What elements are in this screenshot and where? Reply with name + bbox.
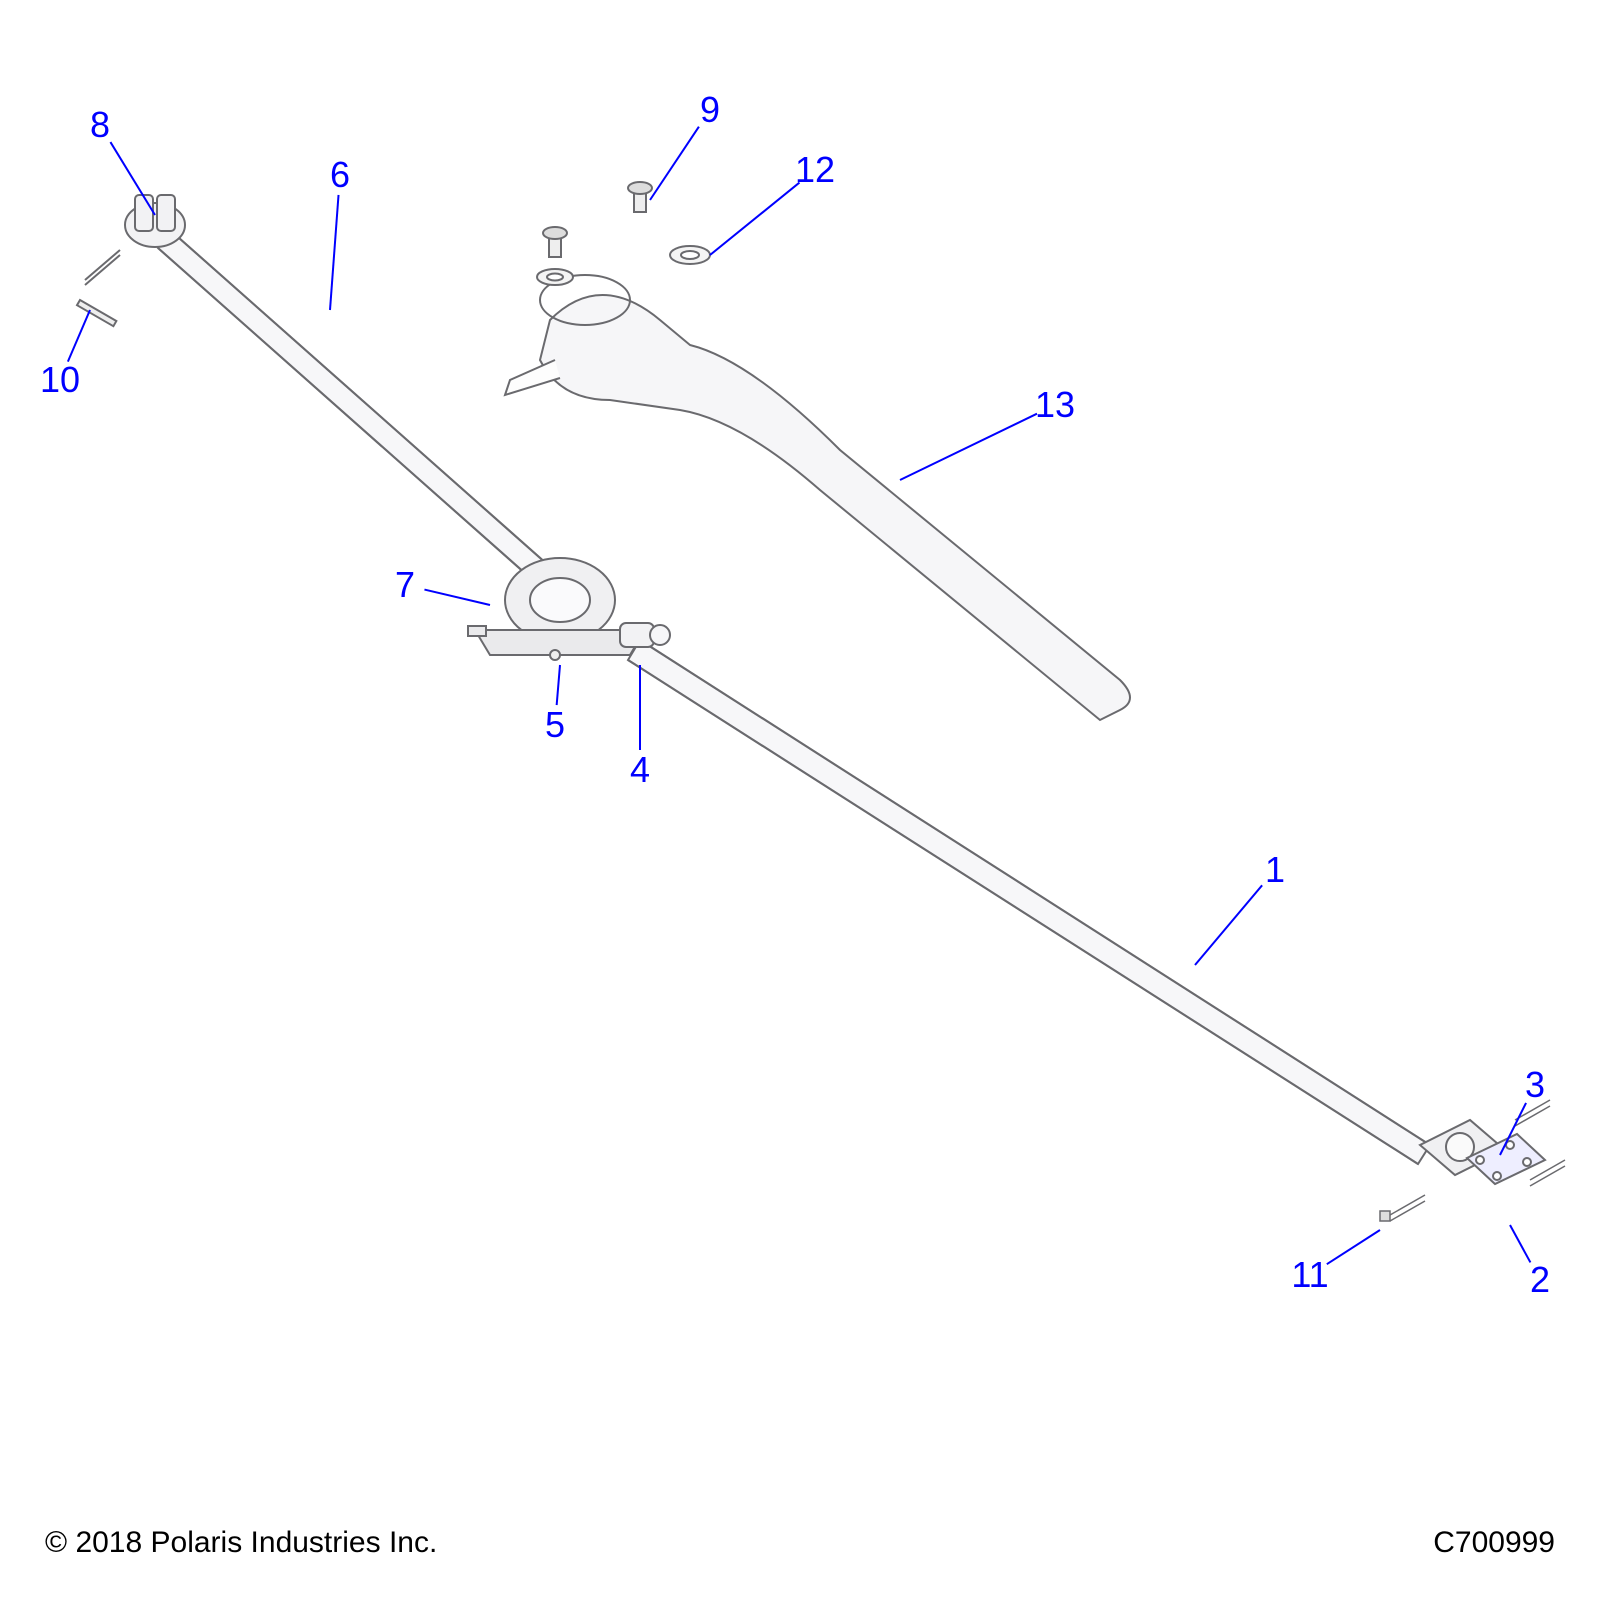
callout-8: 8: [90, 104, 110, 146]
callout-1: 1: [1265, 849, 1285, 891]
callout-6: 6: [330, 154, 350, 196]
copyright-text: © 2018 Polaris Industries Inc.: [45, 1526, 437, 1560]
callout-7: 7: [395, 564, 415, 606]
drawing-code: C700999: [1433, 1526, 1555, 1560]
callout-10: 10: [40, 359, 80, 401]
callout-9: 9: [700, 89, 720, 131]
callout-5: 5: [545, 704, 565, 746]
callout-3: 3: [1525, 1064, 1545, 1106]
callout-12: 12: [795, 149, 835, 191]
callout-2: 2: [1530, 1259, 1550, 1301]
parts-diagram-canvas: [0, 0, 1600, 1600]
callout-4: 4: [630, 749, 650, 791]
callout-13: 13: [1035, 384, 1075, 426]
callout-11: 11: [1291, 1254, 1328, 1296]
